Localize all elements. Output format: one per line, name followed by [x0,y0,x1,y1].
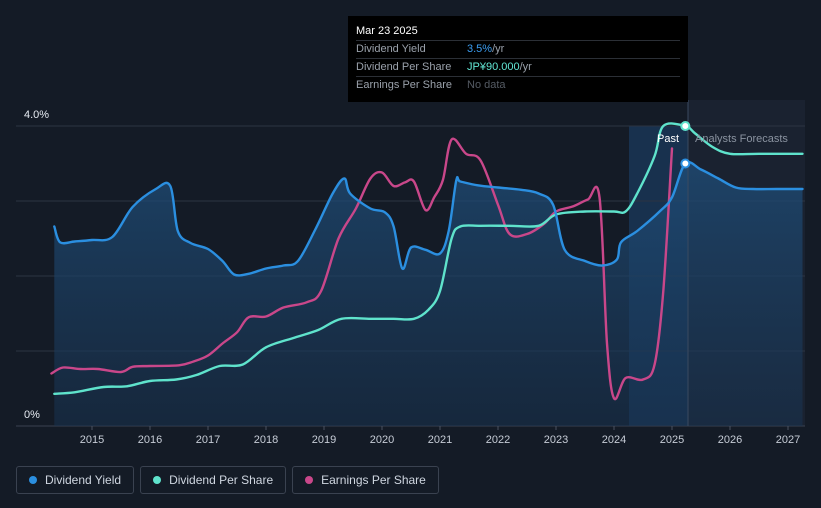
tooltip-row-eps: Earnings Per Share No data [356,77,680,94]
x-tick-label: 2023 [544,434,568,446]
x-tick-label: 2018 [254,434,278,446]
tooltip-label: Dividend Per Share [356,61,452,73]
forecast-label: Analysts Forecasts [695,133,788,145]
tooltip: Mar 23 2025 Dividend Yield 3.5% /yr Divi… [348,16,688,102]
x-tick-label: 2015 [80,434,104,446]
tooltip-unit: /yr [519,61,532,73]
yield-area [54,162,803,426]
tooltip-label: Dividend Yield [356,43,426,55]
yield-area-fill [54,162,803,426]
tooltip-value: No data [467,79,506,91]
y-tick-bottom: 0% [24,409,40,421]
earnings-per-share-line [50,137,674,401]
yield-marker [680,158,691,169]
y-tick-top: 4.0% [24,109,49,121]
tooltip-value: JP¥90.000 [467,61,520,73]
past-label: Past [657,133,679,145]
dividend-yield-line [53,160,804,277]
dividend-per-share-line [53,122,804,395]
x-tick-label: 2017 [196,434,220,446]
x-tick-label: 2020 [370,434,394,446]
tooltip-label: Earnings Per Share [356,79,452,91]
series-lines [50,122,804,401]
legend-dot-icon [29,476,37,484]
legend-label: Dividend Yield [45,473,122,487]
legend-label: Dividend Per Share [169,473,274,487]
legend-dot-icon [305,476,314,484]
x-tick-label: 2016 [138,434,162,446]
x-tick-label: 2019 [312,434,336,446]
x-tick-label: 2027 [776,434,800,446]
tooltip-unit: /yr [492,43,505,55]
x-tick-label: 2026 [718,434,742,446]
x-tick-label: 2025 [660,434,684,446]
legend-dividend-yield[interactable]: Dividend Yield [16,466,135,494]
tooltip-date: Mar 23 2025 [356,22,680,41]
x-tick-label: 2022 [486,434,510,446]
legend-dividend-per-share[interactable]: Dividend Per Share [140,466,287,494]
legend: Dividend Yield Dividend Per Share Earnin… [16,466,439,494]
dps-marker [680,121,691,131]
legend-earnings-per-share[interactable]: Earnings Per Share [292,466,439,494]
x-tick-label: 2021 [428,434,452,446]
markers [680,121,691,169]
x-tick-label: 2024 [602,434,626,446]
tooltip-value: 3.5% [467,43,493,55]
legend-label: Earnings Per Share [321,473,426,487]
x-axis: 2015 2016 2017 2018 2019 2020 2021 2022 2023 2024… [80,426,800,446]
legend-dot-icon [153,476,162,484]
tooltip-row-yield: Dividend Yield 3.5% /yr [356,41,680,59]
tooltip-row-dps: Dividend Per Share JP¥90.000 /yr [356,59,680,77]
